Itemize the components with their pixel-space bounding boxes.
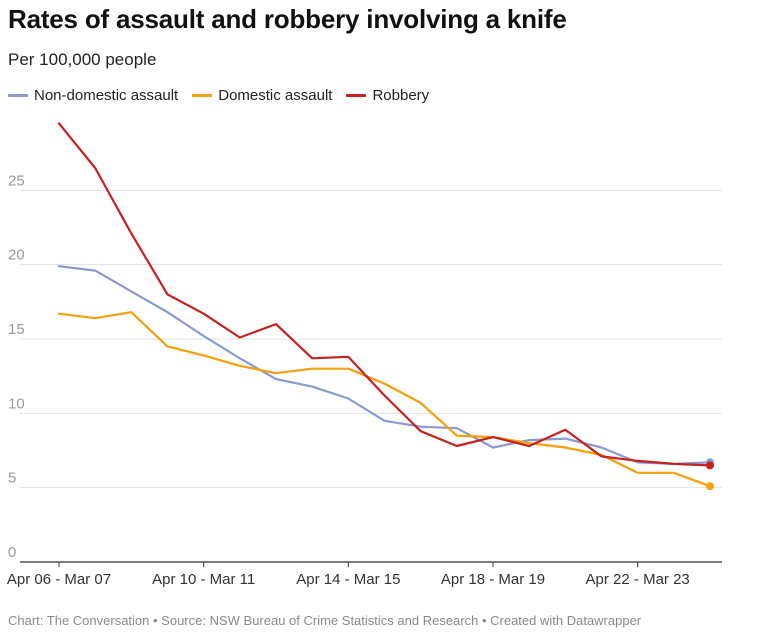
series-end-point-robbery [706, 461, 714, 470]
legend-item-non-domestic-assault: Non-domestic assault [8, 87, 178, 104]
legend-item-robbery: Robbery [346, 87, 429, 104]
y-tick-label: 25 [8, 172, 25, 189]
legend-label: Non-domestic assault [34, 87, 179, 104]
x-tick-label: Apr 14 - Mar 15 [296, 571, 400, 588]
chart-footer: Chart: The Conversation • Source: NSW Bu… [8, 613, 642, 628]
x-tick-label: Apr 06 - Mar 07 [7, 571, 111, 588]
x-axis-ticks: Apr 06 - Mar 07 Apr 10 - Mar 11 Apr 14 - M… [7, 562, 690, 588]
series-line-non-domestic-assault [57, 265, 712, 465]
legend-label: Domestic assault [218, 87, 333, 104]
legend-label: Robbery [372, 87, 430, 104]
series-end-point-domestic-assault [706, 482, 714, 491]
series-line-robbery [57, 122, 712, 467]
legend-item-domestic-assault: Domestic assault [192, 87, 332, 104]
legend-swatch [8, 94, 28, 97]
x-tick-label: Apr 22 - Mar 23 [586, 571, 690, 588]
series-line-domestic-assault [57, 311, 712, 488]
gridlines [20, 189, 722, 563]
legend-swatch [192, 94, 213, 97]
chart-title: Rates of assault and robbery involving a… [8, 4, 567, 34]
x-tick-label: Apr 10 - Mar 11 [152, 571, 255, 588]
series [57, 122, 714, 491]
x-tick-label: Apr 18 - Mar 19 [441, 571, 545, 588]
legend: Non-domestic assault Domestic assault Ro… [8, 87, 443, 104]
y-tick-label: 5 [8, 470, 16, 487]
legend-swatch [346, 94, 367, 97]
chart-subtitle: Per 100,000 people [8, 50, 157, 69]
y-tick-label: 15 [8, 321, 25, 338]
y-tick-label: 20 [8, 247, 25, 264]
y-axis-ticks: 0 5 10 15 20 25 [8, 172, 25, 561]
y-tick-label: 10 [8, 395, 25, 412]
y-tick-label: 0 [8, 544, 16, 561]
